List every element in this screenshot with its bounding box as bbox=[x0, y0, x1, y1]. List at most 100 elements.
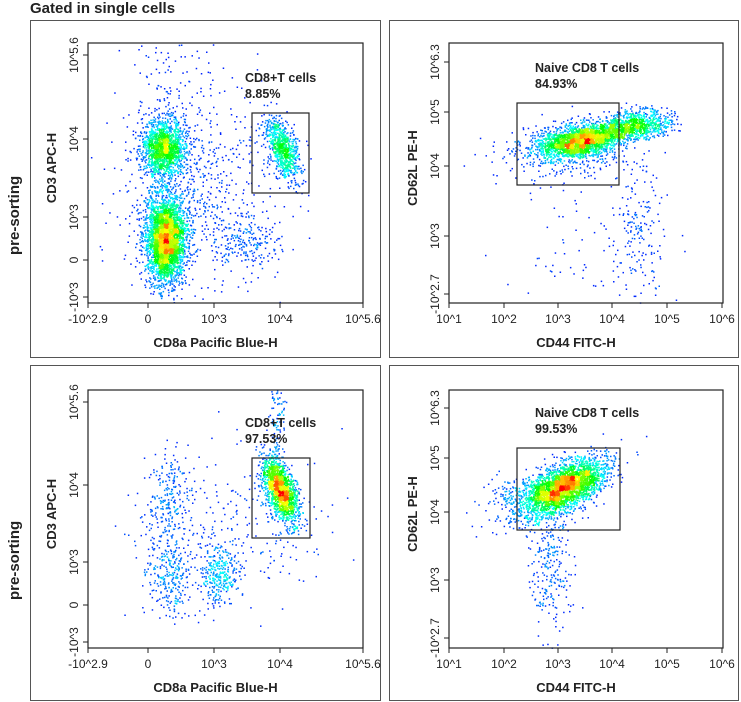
event-dot bbox=[182, 229, 185, 232]
event-dot bbox=[179, 265, 181, 267]
event-dot bbox=[170, 270, 173, 272]
event-dot bbox=[159, 219, 162, 221]
event-dot bbox=[162, 199, 164, 201]
event-dot bbox=[167, 137, 170, 139]
event-dot bbox=[179, 127, 182, 129]
event-dot bbox=[289, 145, 291, 147]
event-dot bbox=[142, 151, 144, 154]
event-dot bbox=[146, 198, 149, 201]
event-dot bbox=[162, 226, 165, 228]
event-dot bbox=[158, 279, 161, 282]
event-dot bbox=[281, 160, 284, 162]
event-dot bbox=[169, 280, 171, 282]
event-dot bbox=[167, 143, 169, 145]
event-dot bbox=[185, 143, 187, 145]
event-dot bbox=[153, 266, 155, 268]
event-dot bbox=[160, 167, 162, 169]
event-dot bbox=[152, 145, 155, 147]
event-dot bbox=[150, 239, 152, 241]
event-dot bbox=[168, 183, 171, 186]
event-dot bbox=[276, 178, 279, 180]
event-dot bbox=[157, 144, 159, 146]
event-dot bbox=[179, 133, 181, 136]
event-dot bbox=[183, 197, 186, 200]
event-dot bbox=[161, 286, 163, 288]
event-dot bbox=[173, 212, 175, 215]
event-dot bbox=[176, 272, 178, 274]
event-dot bbox=[186, 247, 188, 249]
event-dot bbox=[189, 137, 192, 139]
event-dot bbox=[144, 201, 147, 204]
event-dot bbox=[146, 217, 148, 220]
event-dot bbox=[264, 146, 267, 149]
event-dot bbox=[180, 298, 183, 300]
event-dot bbox=[174, 122, 176, 124]
event-dot bbox=[146, 224, 149, 226]
event-dot bbox=[286, 121, 288, 124]
event-dot bbox=[168, 241, 171, 243]
event-dot bbox=[152, 139, 154, 141]
event-dot bbox=[161, 176, 163, 178]
event-dot bbox=[171, 232, 173, 235]
event-dot bbox=[153, 248, 155, 250]
event-dot bbox=[171, 219, 174, 222]
event-dot bbox=[160, 164, 162, 166]
event-dot bbox=[171, 243, 174, 245]
event-dot bbox=[142, 209, 145, 212]
event-dot bbox=[151, 132, 153, 134]
event-dot bbox=[164, 250, 166, 253]
event-dot bbox=[163, 203, 165, 206]
event-dot bbox=[157, 181, 159, 184]
event-dot bbox=[152, 204, 154, 207]
event-dot bbox=[160, 150, 162, 153]
event-dot bbox=[153, 210, 156, 213]
event-dot bbox=[156, 241, 159, 243]
event-dot bbox=[154, 161, 157, 163]
event-dot bbox=[153, 254, 156, 256]
event-dot bbox=[165, 230, 168, 232]
event-dot bbox=[147, 268, 150, 270]
event-dot bbox=[157, 214, 160, 217]
event-dot bbox=[154, 154, 156, 157]
event-dot bbox=[185, 225, 187, 227]
event-dot bbox=[182, 237, 185, 240]
event-dot bbox=[159, 135, 162, 138]
event-dot bbox=[163, 199, 165, 202]
event-dot bbox=[167, 114, 169, 116]
event-dot bbox=[166, 257, 168, 260]
event-dot bbox=[157, 262, 159, 264]
event-dot bbox=[146, 171, 148, 173]
event-dot bbox=[138, 148, 140, 151]
event-dot bbox=[164, 233, 167, 235]
event-dot bbox=[175, 228, 177, 231]
event-dot bbox=[179, 223, 181, 225]
event-dot bbox=[184, 157, 186, 160]
event-dot bbox=[155, 255, 157, 258]
event-dot bbox=[164, 166, 167, 168]
event-dot bbox=[139, 231, 142, 233]
event-dot bbox=[186, 261, 188, 264]
event-dot bbox=[176, 216, 178, 218]
event-dot bbox=[163, 247, 166, 250]
event-dot bbox=[159, 229, 161, 232]
event-dot bbox=[172, 141, 175, 143]
event-dot bbox=[171, 290, 173, 292]
event-dot bbox=[163, 124, 165, 126]
event-dot bbox=[156, 249, 158, 251]
event-dot bbox=[176, 229, 178, 232]
event-dot bbox=[144, 240, 146, 242]
event-dot bbox=[174, 276, 176, 278]
event-dot bbox=[180, 215, 183, 217]
event-dot bbox=[163, 270, 166, 272]
event-dot bbox=[187, 223, 189, 225]
event-dot bbox=[175, 143, 177, 145]
event-dot bbox=[168, 227, 171, 230]
event-dot bbox=[164, 266, 166, 269]
event-dot bbox=[144, 156, 146, 158]
event-dot bbox=[155, 152, 157, 154]
event-dot bbox=[171, 274, 173, 276]
event-dot bbox=[162, 258, 165, 260]
event-dot bbox=[155, 198, 157, 200]
event-dot bbox=[171, 235, 174, 237]
event-dot bbox=[156, 256, 159, 258]
